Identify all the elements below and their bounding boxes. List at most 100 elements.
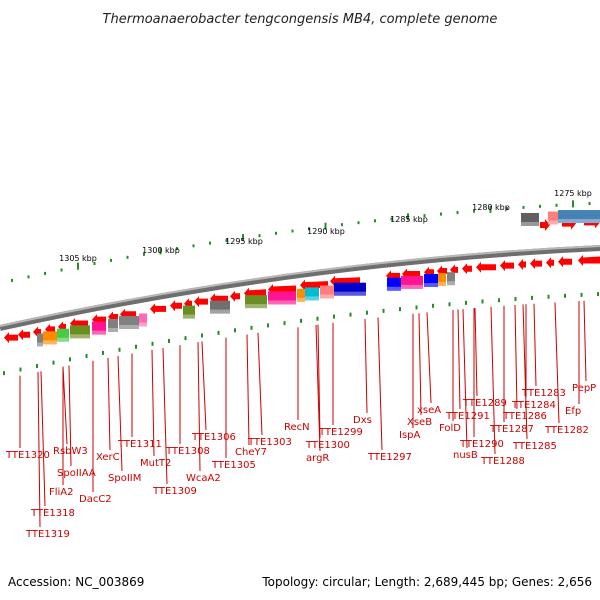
minor-tick	[143, 252, 145, 256]
leader-line	[62, 366, 68, 445]
gene-label: TTE1283	[521, 388, 566, 399]
gene-arrow	[540, 219, 550, 232]
minor-tick	[341, 223, 343, 227]
lower-ticks	[3, 292, 599, 376]
lower-tick	[102, 350, 104, 355]
gene-label: WcaA2	[186, 473, 221, 484]
genome-backbone	[0, 245, 600, 331]
leader-line	[364, 318, 368, 414]
gene-label: TTE1297	[367, 452, 412, 463]
feature-box-shade	[438, 281, 446, 286]
lower-tick	[52, 360, 55, 365]
feature-box-shade	[558, 219, 600, 224]
feature-box	[37, 333, 43, 347]
feature-box-shade	[108, 327, 118, 332]
leader-line	[162, 347, 168, 485]
leader-line	[151, 349, 155, 457]
minor-tick	[291, 229, 294, 233]
minor-tick	[176, 247, 178, 251]
feature-box-shade	[139, 322, 147, 327]
lower-tick	[382, 308, 385, 313]
feature-box	[92, 321, 106, 335]
minor-tick	[473, 209, 475, 213]
feature-box-shade	[305, 296, 319, 301]
minor-tick	[275, 231, 277, 235]
lower-tick	[135, 344, 137, 349]
scale-label: 1300 kbp	[142, 246, 180, 255]
scale-label: 1305 kbp	[59, 254, 97, 263]
gene-label: TTE1289	[462, 398, 507, 409]
gene-label: IspA	[399, 430, 421, 441]
feature-box-shade	[521, 221, 539, 226]
minor-tick	[390, 217, 393, 221]
minor-tick	[225, 239, 228, 243]
feature-box-shade	[401, 284, 423, 289]
gene-arrow	[194, 296, 208, 308]
minor-tick	[440, 212, 442, 216]
leader-line	[315, 324, 321, 452]
lower-tick	[3, 371, 5, 376]
lower-tick	[267, 323, 269, 328]
gene-label: TTE1291	[445, 411, 490, 422]
minor-tick	[374, 219, 376, 223]
gene-label: TTE1300	[305, 440, 350, 451]
leader-line	[246, 334, 250, 446]
gene-arrow	[578, 255, 600, 267]
minor-tick	[93, 261, 96, 265]
gene-arrow	[4, 332, 18, 344]
leader-line	[257, 332, 263, 436]
gene-label: FolD	[439, 423, 461, 434]
gene-arrow	[530, 258, 542, 270]
feature-box-shade	[447, 281, 455, 286]
lower-tick	[201, 333, 203, 338]
gene-arrow	[558, 256, 572, 268]
lower-tick	[85, 354, 88, 359]
scale-label: 1285 kbp	[390, 215, 428, 224]
feature-box	[297, 288, 305, 302]
gene-label: TTE1303	[247, 437, 292, 448]
leader-line	[201, 341, 207, 431]
minor-tick	[209, 241, 211, 245]
major-tick	[159, 247, 162, 255]
gene-arrow	[518, 259, 526, 271]
minor-tick	[555, 203, 558, 207]
gene-label: SpoIIM	[108, 473, 141, 484]
scale-ticks	[11, 200, 591, 282]
feature-box	[108, 318, 118, 332]
gene-label: Dxs	[353, 415, 372, 426]
feature-box	[401, 275, 423, 289]
leader-line	[474, 308, 478, 397]
gene-label: TTE1286	[502, 411, 547, 422]
feature-box	[558, 210, 600, 224]
minor-tick	[423, 214, 426, 218]
minor-tick	[60, 268, 63, 272]
gene-label: nusB	[453, 450, 478, 461]
feature-box-shade	[548, 220, 558, 225]
lower-tick	[399, 307, 401, 312]
leader-line	[522, 304, 528, 440]
gene-label: xseA	[417, 405, 441, 416]
leader-line	[317, 324, 321, 439]
gene-label: TTE1299	[318, 427, 363, 438]
minor-tick	[539, 204, 541, 208]
lower-tick	[415, 305, 418, 310]
leader-line	[68, 365, 72, 467]
lower-tick	[547, 294, 550, 299]
major-tick	[407, 213, 409, 221]
feature-box	[548, 211, 558, 225]
lower-tick	[217, 330, 220, 335]
leader-line	[426, 312, 432, 404]
minor-tick	[258, 234, 261, 238]
minor-tick	[522, 205, 525, 209]
feature-box	[268, 291, 296, 305]
gene-label: PepP	[572, 383, 596, 394]
leader-line	[583, 300, 587, 382]
major-tick	[77, 262, 79, 270]
minor-tick	[192, 244, 195, 248]
lower-tick	[234, 328, 236, 333]
scale-label: 1275 kbp	[554, 189, 592, 198]
feature-box	[320, 285, 334, 299]
feature-box	[183, 305, 195, 319]
feature-box-shade	[268, 300, 296, 305]
